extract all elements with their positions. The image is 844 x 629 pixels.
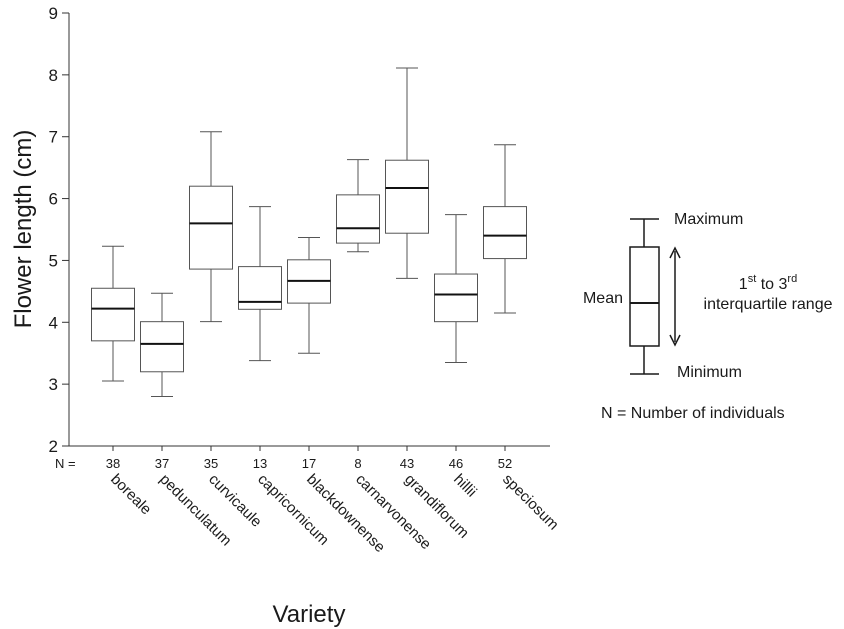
y-tick-label: 6 — [49, 190, 58, 209]
legend-box — [629, 246, 660, 347]
n-label-capricornicum: 13 — [253, 456, 267, 471]
iqr-box — [189, 185, 233, 270]
legend-range-sup1: st — [748, 273, 757, 285]
y-axis: 2 3 4 5 6 7 8 9 — [49, 4, 70, 456]
legend-mean-label: Mean — [583, 290, 623, 307]
box-speciosum — [483, 144, 527, 314]
iqr-box — [140, 321, 184, 373]
box-series — [91, 67, 527, 398]
y-tick-label: 8 — [49, 66, 58, 85]
y-axis-title: Flower length (cm) — [10, 130, 37, 329]
category-label-hillii: hillii — [450, 471, 480, 501]
n-label-grandiflorum: 43 — [400, 456, 414, 471]
box-capricornicum — [238, 206, 282, 362]
legend-minimum-label: Minimum — [677, 364, 742, 381]
box-hillii — [434, 214, 478, 363]
box-boreale — [91, 245, 135, 382]
legend-range-sup2: rd — [787, 273, 797, 285]
box-curvicaule — [189, 131, 233, 323]
n-labels: N = 38 37 35 13 17 8 43 46 52 — [55, 456, 512, 471]
legend-range-part1: 1 — [739, 276, 748, 293]
n-label-speciosum: 52 — [498, 456, 512, 471]
n-label-curvicaule: 35 — [204, 456, 218, 471]
legend-range-part2: to 3 — [756, 276, 787, 293]
y-tick-label: 2 — [49, 437, 58, 456]
iqr-box — [238, 266, 282, 310]
y-tick-label: 7 — [49, 128, 58, 147]
iqr-box — [336, 194, 380, 244]
iqr-box — [483, 206, 527, 260]
category-label-boreale: boreale — [107, 471, 154, 518]
y-tick-label: 3 — [49, 375, 58, 394]
legend-maximum-label: Maximum — [674, 211, 743, 228]
legend-arrow-head-bottom — [669, 334, 681, 347]
legend-range-line1: 1st to 3rd — [739, 273, 797, 293]
legend: Maximum Minimum Mean 1st to 3rd interqua… — [583, 211, 833, 422]
legend-arrow-head-top — [669, 246, 681, 259]
iqr-box — [91, 287, 135, 342]
category-label-speciosum: speciosum — [499, 471, 562, 534]
n-prefix: N = — [55, 456, 76, 471]
box-blackdownense — [287, 237, 331, 354]
x-axis-title: Variety — [273, 601, 346, 628]
legend-n-note: N = Number of individuals — [601, 405, 785, 422]
iqr-box — [434, 273, 478, 323]
y-tick-label: 5 — [49, 251, 58, 270]
n-label-blackdownense: 17 — [302, 456, 316, 471]
category-labels: boreale pedunculatumcurvicaulecapricornic… — [107, 446, 562, 556]
n-label-boreale: 38 — [106, 456, 120, 471]
iqr-box — [385, 159, 429, 234]
box-grandiflorum — [385, 67, 429, 279]
box-pedunculatum — [140, 292, 184, 398]
box-carnarvonense — [336, 159, 380, 253]
n-label-hillii: 46 — [449, 456, 463, 471]
n-label-pedunculatum: 37 — [155, 456, 169, 471]
legend-range-line2: interquartile range — [704, 296, 833, 313]
n-label-carnarvonense: 8 — [354, 456, 361, 471]
y-tick-label: 9 — [49, 4, 58, 23]
y-tick-label: 4 — [49, 313, 58, 332]
